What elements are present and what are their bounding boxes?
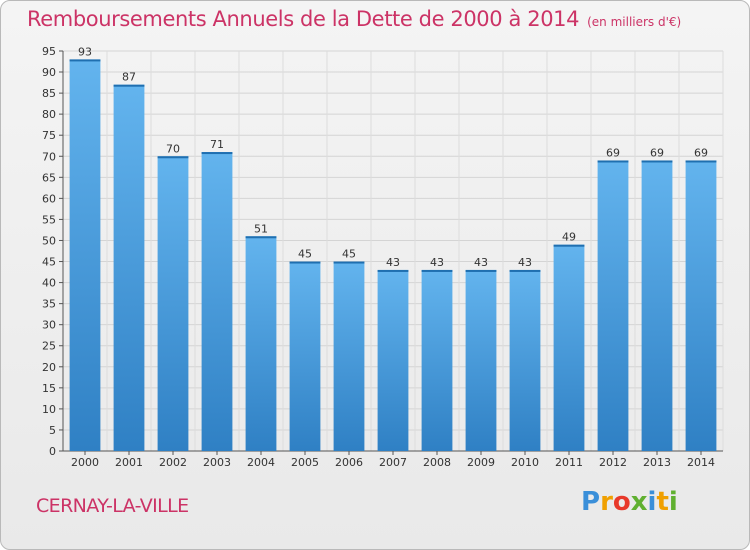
data-label: 70: [166, 142, 180, 155]
data-label: 69: [694, 146, 708, 159]
x-tick-label: 2009: [467, 456, 495, 469]
data-label: 71: [210, 138, 224, 151]
bar-cap: [201, 152, 233, 155]
bar-2013[interactable]: [641, 160, 673, 451]
y-tick-label: 85: [42, 87, 56, 100]
bar-2005[interactable]: [289, 261, 321, 451]
data-label: 43: [430, 256, 444, 269]
y-tick-label: 65: [42, 171, 56, 184]
x-tick-label: 2000: [71, 456, 99, 469]
y-tick-label: 35: [42, 298, 56, 311]
x-tick-label: 2013: [643, 456, 671, 469]
x-tick-label: 2002: [159, 456, 187, 469]
x-tick-label: 2004: [247, 456, 275, 469]
y-tick-label: 55: [42, 213, 56, 226]
bar-2011[interactable]: [553, 244, 585, 451]
x-tick-label: 2010: [511, 456, 539, 469]
x-tick-label: 2012: [599, 456, 627, 469]
data-label: 69: [650, 146, 664, 159]
bar-2004[interactable]: [245, 236, 277, 451]
y-tick-label: 60: [42, 192, 56, 205]
city-name: CERNAY-LA-VILLE: [36, 495, 189, 517]
y-tick-label: 20: [42, 361, 56, 374]
y-tick-label: 95: [42, 45, 56, 58]
logo-letter: i: [647, 487, 657, 517]
proxiti-logo[interactable]: Proxiti: [581, 487, 678, 517]
bars: [69, 59, 717, 452]
x-tick-label: 2008: [423, 456, 451, 469]
x-tick-label: 2014: [687, 456, 715, 469]
bar-2010[interactable]: [509, 269, 541, 451]
logo-letter: x: [630, 487, 648, 517]
y-tick-label: 25: [42, 340, 56, 353]
bar-cap: [509, 269, 541, 272]
bar-cap: [421, 269, 453, 272]
y-tick-label: 80: [42, 108, 56, 121]
bar-cap: [377, 269, 409, 272]
y-tick-label: 45: [42, 256, 56, 269]
x-tick-label: 2005: [291, 456, 319, 469]
bar-2000[interactable]: [69, 59, 101, 451]
chart-title: Remboursements Annuels de la Dette de 20…: [27, 7, 681, 31]
bar-cap: [113, 84, 145, 87]
x-tick-label: 2011: [555, 456, 583, 469]
y-tick-label: 10: [42, 403, 56, 416]
data-label: 43: [386, 256, 400, 269]
data-label: 45: [342, 248, 356, 261]
bar-2007[interactable]: [377, 269, 409, 451]
y-tick-label: 70: [42, 150, 56, 163]
bar-2002[interactable]: [157, 156, 189, 451]
y-tick-label: 0: [49, 445, 56, 458]
y-tick-label: 90: [42, 66, 56, 79]
bar-cap: [641, 160, 673, 163]
bar-cap: [553, 244, 585, 247]
bar-cap: [465, 269, 497, 272]
chart-title-text: Remboursements Annuels de la Dette de 20…: [27, 7, 580, 31]
x-tick-label: 2001: [115, 456, 143, 469]
y-tick-label: 75: [42, 129, 56, 142]
data-label: 51: [254, 222, 268, 235]
bar-2012[interactable]: [597, 160, 629, 451]
logo-letter: t: [656, 487, 669, 517]
labels: 0 5 10 15 20 25 30 35 40 45 50 55 60 65 70 75 80 85 90 95 93…: [42, 45, 715, 469]
logo-letter: i: [668, 487, 678, 517]
y-tick-label: 50: [42, 234, 56, 247]
bar-2008[interactable]: [421, 269, 453, 451]
data-label: 43: [474, 256, 488, 269]
x-tick-label: 2007: [379, 456, 407, 469]
y-tick-label: 15: [42, 382, 56, 395]
bar-2001[interactable]: [113, 84, 145, 452]
data-label: 43: [518, 256, 532, 269]
bar-2014[interactable]: [685, 160, 717, 451]
data-label: 87: [122, 71, 136, 84]
data-label: 69: [606, 146, 620, 159]
y-tick-label: 5: [49, 424, 56, 437]
data-label: 93: [78, 45, 92, 58]
x-tick-label: 2006: [335, 456, 363, 469]
bar-cap: [289, 261, 321, 264]
bar-2009[interactable]: [465, 269, 497, 451]
logo-letter: r: [600, 487, 613, 517]
bar-cap: [685, 160, 717, 163]
x-tick-label: 2003: [203, 456, 231, 469]
bar-cap: [157, 156, 189, 159]
bar-cap: [69, 59, 101, 62]
bar-cap: [333, 261, 365, 264]
y-tick-label: 30: [42, 319, 56, 332]
bar-cap: [597, 160, 629, 163]
logo-letter: o: [612, 487, 631, 517]
logo-letter: P: [581, 487, 601, 517]
bar-cap: [245, 236, 277, 239]
y-tick-label: 40: [42, 277, 56, 290]
data-label: 45: [298, 248, 312, 261]
data-label: 49: [562, 231, 576, 244]
bar-2003[interactable]: [201, 152, 233, 452]
chart-unit: (en milliers d'€): [587, 15, 682, 29]
bar-2006[interactable]: [333, 261, 365, 451]
